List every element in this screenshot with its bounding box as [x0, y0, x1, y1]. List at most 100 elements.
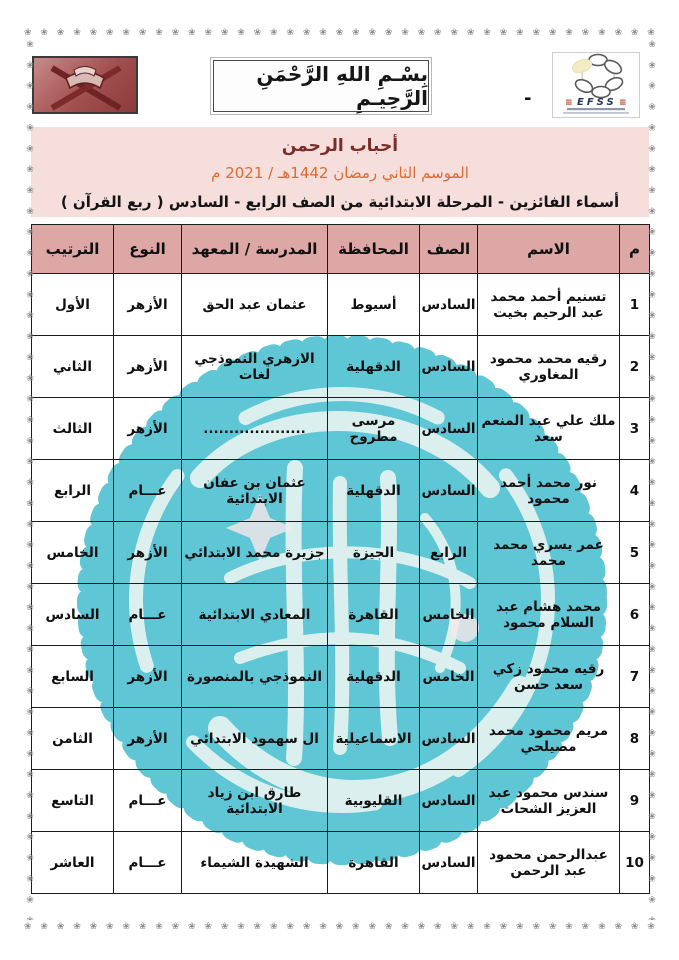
cell-name: تسنيم أحمد محمد عبد الرحيم بخيت — [477, 273, 620, 336]
table-row: 7 رقيه محمود زكي سعد حسن الخامس الدقهلية الن… — [31, 645, 650, 708]
cell-num: 10 — [619, 831, 650, 894]
bismillah-text: بِسْـمِ اللهِ الرَّحْمَنِ الرَّحِيـمِ — [256, 62, 428, 110]
cell-rank: السادس — [31, 583, 114, 646]
cell-name: نور محمد أحمد محمود — [477, 459, 620, 522]
cell-school: عثمان بن عفان الابتدائية — [181, 459, 328, 522]
cell-grade: الرابع — [419, 521, 478, 584]
column-header-name: الاسم — [477, 224, 620, 274]
cell-grade: السادس — [419, 769, 478, 832]
florette-border-right-icon: ❀ ❀ ❀ ❀ ❀ ❀ ❀ ❀ ❀ ❀ ❀ ❀ ❀ ❀ ❀ ❀ ❀ ❀ ❀ ❀ … — [647, 40, 657, 920]
cell-rank: الخامس — [31, 521, 114, 584]
cell-grade: السادس — [419, 459, 478, 522]
cell-name: سندس محمود عبد العزيز الشحات — [477, 769, 620, 832]
table-header-row: م الاسم الصف المحافظة المدرسة / المعهد النوع ا… — [31, 224, 650, 274]
cell-governorate: الاسماعيلية — [327, 707, 420, 770]
cell-type: الأزهر — [113, 521, 182, 584]
competition-title: أحباب الرحمن — [281, 136, 399, 156]
cell-governorate: القليوبية — [327, 769, 420, 832]
winners-heading: أسماء الفائزين - المرحلة الابتدائية من ا… — [60, 193, 620, 211]
cell-name: محمد هشام عبد السلام محمود — [477, 583, 620, 646]
table-row: 5 عمر يسري محمد محمد الرابع الجيزة جزيرة محم… — [31, 521, 650, 584]
cell-type: عـــام — [113, 583, 182, 646]
cell-governorate: الدقهلية — [327, 335, 420, 398]
cell-school: .................... — [181, 397, 328, 460]
cell-grade: الخامس — [419, 583, 478, 646]
cell-type: الأزهر — [113, 397, 182, 460]
cell-school: طارق ابن زياد الابتدائية — [181, 769, 328, 832]
cell-school: الشهيدة الشيماء — [181, 831, 328, 894]
table-row: 10 عبدالرحمن محمود عبد الرحمن السادس القاهر… — [31, 831, 650, 894]
cell-num: 8 — [619, 707, 650, 770]
column-header-governorate: المحافظة — [327, 224, 420, 274]
cell-type: عـــام — [113, 769, 182, 832]
cell-num: 6 — [619, 583, 650, 646]
table-row: 2 رقيه محمد محمود المغاوري السادس الدقهلية ا… — [31, 335, 650, 398]
column-header-type: النوع — [113, 224, 182, 274]
cell-governorate: الدقهلية — [327, 459, 420, 522]
season-subtitle: الموسم الثاني رمضان 1442هـ / 2021 م — [211, 164, 469, 182]
cell-type: عـــام — [113, 831, 182, 894]
column-header-school: المدرسة / المعهد — [181, 224, 328, 274]
cell-num: 9 — [619, 769, 650, 832]
florette-border-left-icon: ❀ ❀ ❀ ❀ ❀ ❀ ❀ ❀ ❀ ❀ ❀ ❀ ❀ ❀ ❀ ❀ ❀ ❀ ❀ ❀ … — [25, 40, 35, 920]
cell-school: المعادي الابتدائية — [181, 583, 328, 646]
cell-num: 4 — [619, 459, 650, 522]
cell-name: رقيه محمود زكي سعد حسن — [477, 645, 620, 708]
cell-name: عمر يسري محمد محمد — [477, 521, 620, 584]
cell-name: عبدالرحمن محمود عبد الرحمن — [477, 831, 620, 894]
results-tbody: 1 تسنيم أحمد محمد عبد الرحيم بخيت السادس أس… — [31, 273, 650, 894]
cell-governorate: القاهرة — [327, 831, 420, 894]
bismillah-plaque: بِسْـمِ اللهِ الرَّحْمَنِ الرَّحِيـمِ — [210, 57, 432, 115]
column-header-grade: الصف — [419, 224, 478, 274]
cell-grade: السادس — [419, 707, 478, 770]
cell-num: 7 — [619, 645, 650, 708]
cell-rank: السابع — [31, 645, 114, 708]
cell-grade: الخامس — [419, 645, 478, 708]
cell-school: الازهري النموذجي لغات — [181, 335, 328, 398]
table-row: 1 تسنيم أحمد محمد عبد الرحيم بخيت السادس أس… — [31, 273, 650, 336]
cell-grade: السادس — [419, 397, 478, 460]
cell-type: الأزهر — [113, 645, 182, 708]
florette-border-bottom-icon: ❀ ❀ ❀ ❀ ❀ ❀ ❀ ❀ ❀ ❀ ❀ ❀ ❀ ❀ ❀ ❀ ❀ ❀ ❀ ❀ … — [24, 922, 657, 932]
title-band: أحباب الرحمن الموسم الثاني رمضان 1442هـ … — [31, 127, 649, 217]
cell-governorate: الجيزة — [327, 521, 420, 584]
cell-rank: التاسع — [31, 769, 114, 832]
cell-type: الأزهر — [113, 335, 182, 398]
efss-deco-right: ≡ — [619, 98, 627, 108]
florette-border-top-icon: ❀ ❀ ❀ ❀ ❀ ❀ ❀ ❀ ❀ ❀ ❀ ❀ ❀ ❀ ❀ ❀ ❀ ❀ ❀ ❀ … — [24, 28, 657, 38]
cell-rank: الثالث — [31, 397, 114, 460]
cell-name: ملك علي عبد المنعم سعد — [477, 397, 620, 460]
table-row: 9 سندس محمود عبد العزيز الشحات السادس القلي… — [31, 769, 650, 832]
efss-label: EFSS — [577, 97, 617, 108]
header-dash: - — [524, 88, 532, 109]
cell-grade: السادس — [419, 831, 478, 894]
cell-rank: الثامن — [31, 707, 114, 770]
table-row: 4 نور محمد أحمد محمود السادس الدقهلية عثمان … — [31, 459, 650, 522]
cell-name: مريم محمود محمد مصيلحي — [477, 707, 620, 770]
quran-book-image — [32, 56, 138, 114]
column-header-rank: الترتيب — [31, 224, 114, 274]
cell-rank: العاشر — [31, 831, 114, 894]
cell-governorate: أسيوط — [327, 273, 420, 336]
cell-governorate: مرسى مطروح — [327, 397, 420, 460]
winners-table: م الاسم الصف المحافظة المدرسة / المعهد النوع ا… — [31, 224, 650, 894]
table-row: 8 مريم محمود محمد مصيلحي السادس الاسماعيلية… — [31, 707, 650, 770]
quran-rehal-icon — [50, 65, 122, 111]
cell-school: النموذجي بالمنصورة — [181, 645, 328, 708]
cell-school: عثمان عبد الحق — [181, 273, 328, 336]
cell-type: عـــام — [113, 459, 182, 522]
cell-rank: الثاني — [31, 335, 114, 398]
column-header-num: م — [619, 224, 650, 274]
cell-rank: الرابع — [31, 459, 114, 522]
cell-type: الأزهر — [113, 707, 182, 770]
cell-grade: السادس — [419, 335, 478, 398]
cell-school: جزيرة محمد الابتدائي — [181, 521, 328, 584]
cell-school: ال سهمود الابتدائي — [181, 707, 328, 770]
table-row: 3 ملك علي عبد المنعم سعد السادس مرسى مطروح.… — [31, 397, 650, 460]
cell-rank: الأول — [31, 273, 114, 336]
cell-governorate: الدقهلية — [327, 645, 420, 708]
table-row: 6 محمد هشام عبد السلام محمود الخامس القاهرة… — [31, 583, 650, 646]
cell-grade: السادس — [419, 273, 478, 336]
cell-name: رقيه محمد محمود المغاوري — [477, 335, 620, 398]
